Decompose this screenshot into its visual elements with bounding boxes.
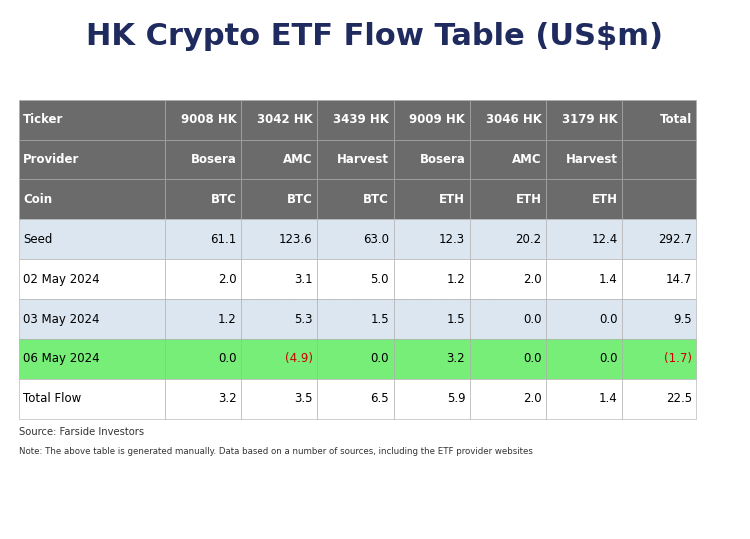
Text: Total: Total (659, 113, 692, 126)
Text: 1.2: 1.2 (217, 313, 236, 326)
Text: 02 May 2024: 02 May 2024 (23, 273, 100, 286)
Text: 1.5: 1.5 (447, 313, 465, 326)
Text: 0.0: 0.0 (523, 353, 542, 365)
Text: 2.0: 2.0 (523, 392, 542, 405)
Text: ETH: ETH (592, 193, 618, 206)
Text: 0.0: 0.0 (218, 353, 236, 365)
Text: ETH: ETH (515, 193, 541, 206)
Text: 3046 HK: 3046 HK (486, 113, 542, 126)
Text: 5.3: 5.3 (294, 313, 313, 326)
Text: INVESTORS: INVESTORS (232, 291, 518, 334)
Text: 5.9: 5.9 (447, 392, 465, 405)
Text: Seed: Seed (23, 233, 52, 246)
Text: 1.4: 1.4 (599, 392, 618, 405)
Text: 20.2: 20.2 (515, 233, 541, 246)
Text: 61.1: 61.1 (210, 233, 236, 246)
Text: 12.4: 12.4 (592, 233, 618, 246)
Text: 0.0: 0.0 (523, 313, 542, 326)
Text: BTC: BTC (287, 193, 313, 206)
Text: 2.0: 2.0 (218, 273, 236, 286)
Text: (4.9): (4.9) (285, 353, 313, 365)
Text: Harvest: Harvest (337, 153, 389, 166)
Text: 6.5: 6.5 (370, 392, 389, 405)
Text: 123.6: 123.6 (279, 233, 313, 246)
Text: (1.7): (1.7) (664, 353, 692, 365)
Text: 0.0: 0.0 (599, 313, 618, 326)
Text: 22.5: 22.5 (666, 392, 692, 405)
Text: HK Crypto ETF Flow Table (US$m): HK Crypto ETF Flow Table (US$m) (86, 22, 664, 51)
Text: 03 May 2024: 03 May 2024 (23, 313, 100, 326)
Text: AMC: AMC (512, 153, 542, 166)
Text: 3042 HK: 3042 HK (257, 113, 313, 126)
Text: Coin: Coin (23, 193, 52, 206)
Text: 9.5: 9.5 (674, 313, 692, 326)
Text: 9009 HK: 9009 HK (410, 113, 465, 126)
Text: 292.7: 292.7 (658, 233, 692, 246)
Text: 3.2: 3.2 (447, 353, 465, 365)
Text: 3179 HK: 3179 HK (562, 113, 618, 126)
Text: Harvest: Harvest (566, 153, 618, 166)
Text: 14.7: 14.7 (665, 273, 692, 286)
Text: 3.1: 3.1 (294, 273, 313, 286)
Text: Bosera: Bosera (190, 153, 236, 166)
Text: Note: The above table is generated manually. Data based on a number of sources, : Note: The above table is generated manua… (19, 447, 532, 457)
Text: Provider: Provider (23, 153, 80, 166)
Text: 1.4: 1.4 (599, 273, 618, 286)
Text: 06 May 2024: 06 May 2024 (23, 353, 100, 365)
Text: 9008 HK: 9008 HK (181, 113, 236, 126)
Text: 2.0: 2.0 (523, 273, 542, 286)
Text: 63.0: 63.0 (363, 233, 389, 246)
Text: 0.0: 0.0 (370, 353, 389, 365)
Text: ETH: ETH (440, 193, 465, 206)
Text: BTC: BTC (363, 193, 389, 206)
Text: 1.5: 1.5 (370, 313, 389, 326)
Text: Total Flow: Total Flow (23, 392, 82, 405)
Text: 0.0: 0.0 (599, 353, 618, 365)
Text: Bosera: Bosera (419, 153, 465, 166)
Text: BTC: BTC (211, 193, 236, 206)
Text: 3439 HK: 3439 HK (333, 113, 389, 126)
Text: AMC: AMC (284, 153, 313, 166)
Text: 3.2: 3.2 (218, 392, 236, 405)
Text: 5.0: 5.0 (370, 273, 389, 286)
Text: 3.5: 3.5 (294, 392, 313, 405)
Text: 12.3: 12.3 (440, 233, 465, 246)
Text: Ticker: Ticker (23, 113, 64, 126)
Text: Source: Farside Investors: Source: Farside Investors (19, 427, 144, 437)
Text: 1.2: 1.2 (446, 273, 465, 286)
